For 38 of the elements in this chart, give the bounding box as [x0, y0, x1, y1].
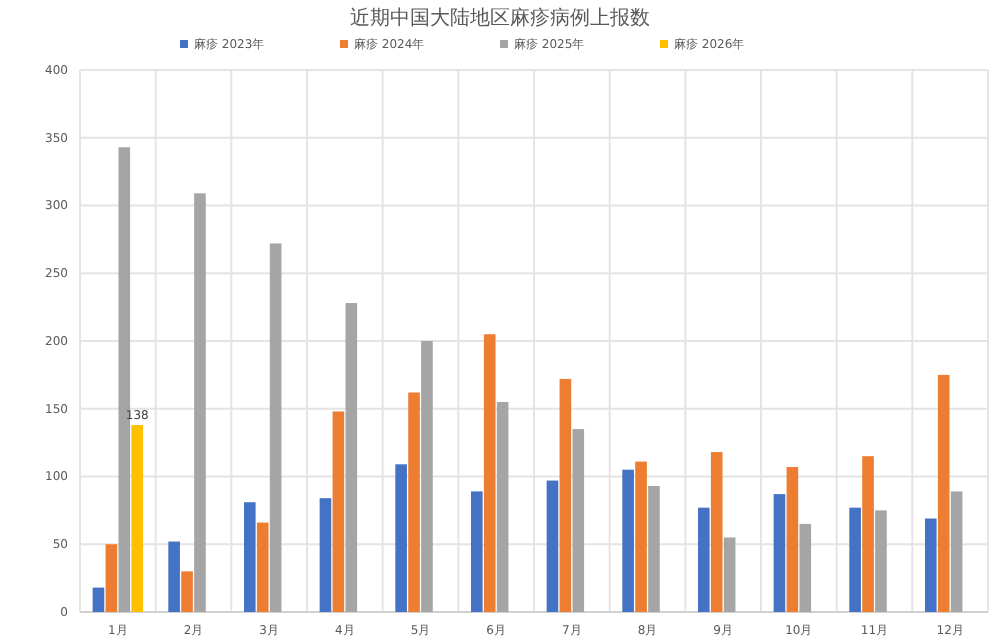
bar [496, 401, 509, 612]
bar [105, 544, 118, 612]
bar [622, 469, 634, 612]
bar [483, 334, 496, 612]
bar [408, 392, 420, 612]
bar [849, 507, 861, 612]
bar [332, 411, 345, 612]
bar [786, 467, 799, 612]
bar [937, 374, 950, 612]
bar [799, 523, 812, 612]
bar [697, 507, 710, 612]
bar [92, 587, 105, 612]
bar [773, 494, 786, 612]
bar [710, 452, 723, 612]
bar [118, 147, 131, 612]
bar [924, 518, 937, 612]
bar [546, 480, 559, 612]
bar [559, 378, 572, 612]
bar [345, 303, 358, 612]
bar [572, 429, 585, 612]
bar [256, 522, 269, 612]
bar [648, 485, 660, 612]
chart-title: 近期中国大陆地区麻疹病例上报数 [350, 6, 650, 30]
bar [194, 193, 206, 612]
bar [470, 491, 483, 612]
bar [243, 502, 256, 612]
bar [395, 464, 407, 612]
bar [862, 456, 874, 612]
bar [950, 491, 963, 612]
bar [168, 541, 180, 612]
bar [723, 537, 736, 612]
bar [635, 461, 647, 612]
bar [421, 341, 433, 612]
bar [319, 498, 332, 612]
bar [181, 571, 193, 612]
bar [875, 510, 887, 612]
bar [269, 243, 282, 612]
bar [131, 425, 144, 612]
